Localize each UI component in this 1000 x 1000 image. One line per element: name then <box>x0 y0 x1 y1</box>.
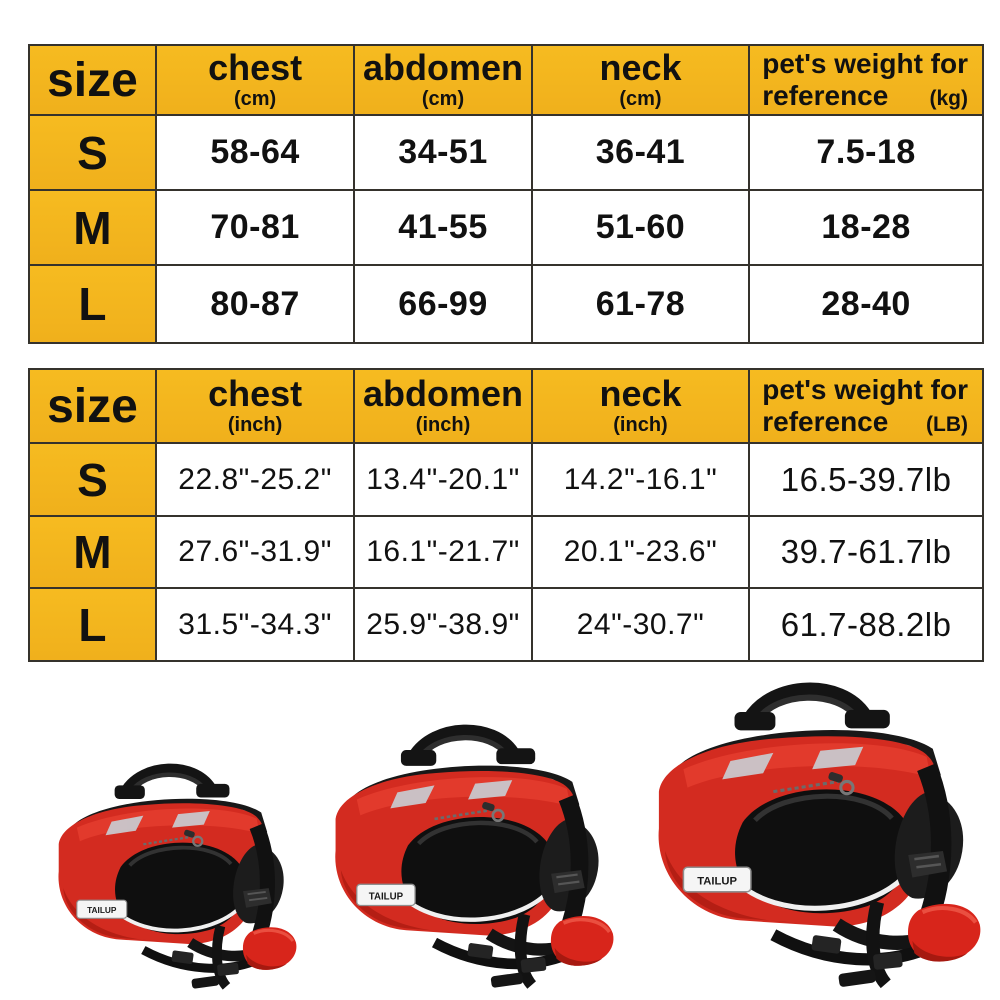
inch-m-weight: 39.7-61.7lb <box>748 515 984 589</box>
cm-l-chest: 80-87 <box>154 264 356 344</box>
column-header-size-cm: size <box>28 44 157 116</box>
product-photos-row <box>30 667 988 994</box>
column-header-weight-lb: pet's weight for reference (LB) <box>748 368 984 444</box>
chest-unit: (cm) <box>233 88 277 110</box>
size-table-inch: size chest (inch) abdomen (inch) neck (i… <box>28 368 984 662</box>
cm-s-weight: 7.5-18 <box>748 114 984 191</box>
inch-l-weight: 61.7-88.2lb <box>748 587 984 662</box>
weight-header: pet's weight for reference (LB) <box>750 374 982 438</box>
cm-m-neck: 51-60 <box>530 189 751 266</box>
table-row-cm-m: M 70-81 41-55 51-60 18-28 <box>28 189 984 266</box>
size-cell-m: M <box>28 189 157 266</box>
neck-label: neck <box>599 373 682 414</box>
column-header-chest-cm: chest (cm) <box>154 44 356 116</box>
product-photo-backpack-s <box>30 752 302 994</box>
table-row-inch-m: M 27.6"-31.9" 16.1"-21.7" 20.1"-23.6" 39… <box>28 515 984 589</box>
weight-line1: pet's weight for <box>762 47 969 79</box>
column-header-neck-inch: neck (inch) <box>530 368 751 444</box>
cm-m-abdomen: 41-55 <box>353 189 533 266</box>
inch-m-abdomen: 16.1"-21.7" <box>353 515 533 589</box>
size-cell-l: L <box>28 587 157 662</box>
cm-s-chest: 58-64 <box>154 114 356 191</box>
inch-m-chest: 27.6"-31.9" <box>154 515 356 589</box>
inch-m-neck: 20.1"-23.6" <box>530 515 751 589</box>
abdomen-label: abdomen <box>363 373 524 414</box>
size-cell-l: L <box>28 264 157 344</box>
column-header-abdomen-inch: abdomen (inch) <box>353 368 533 444</box>
cm-l-abdomen: 66-99 <box>353 264 533 344</box>
size-cell-m: M <box>28 515 157 589</box>
inch-s-neck: 14.2"-16.1" <box>530 442 751 517</box>
table-row-inch-s: S 22.8"-25.2" 13.4"-20.1" 14.2"-16.1" 16… <box>28 442 984 517</box>
abdomen-unit: (inch) <box>415 414 471 436</box>
neck-unit: (cm) <box>619 88 662 110</box>
cm-m-chest: 70-81 <box>154 189 356 266</box>
cm-m-weight: 18-28 <box>748 189 984 266</box>
column-header-chest-inch: chest (inch) <box>154 368 356 444</box>
weight-unit: (kg) <box>929 87 969 110</box>
chest-unit: (inch) <box>227 414 283 436</box>
chest-label: chest <box>208 373 303 414</box>
cm-s-neck: 36-41 <box>530 114 751 191</box>
column-header-weight-kg: pet's weight for reference (kg) <box>748 44 984 116</box>
chest-label: chest <box>208 47 303 88</box>
weight-header: pet's weight for reference (kg) <box>750 48 982 112</box>
weight-line1: pet's weight for <box>762 373 969 405</box>
table-row-inch-l: L 31.5"-34.3" 25.9"-38.9" 24"-30.7" 61.7… <box>28 587 984 662</box>
table-row-cm-s: S 58-64 34-51 36-41 7.5-18 <box>28 114 984 191</box>
table-row-cm-l: L 80-87 66-99 61-78 28-40 <box>28 264 984 344</box>
weight-line2: reference <box>762 406 889 437</box>
size-table-cm: size chest (cm) abdomen (cm) neck (cm) p… <box>28 44 984 344</box>
abdomen-unit: (cm) <box>421 88 465 110</box>
weight-unit: (LB) <box>926 413 968 436</box>
column-header-neck-cm: neck (cm) <box>530 44 751 116</box>
column-header-size-inch: size <box>28 368 157 444</box>
inch-s-weight: 16.5-39.7lb <box>748 442 984 517</box>
product-photo-backpack-m <box>302 711 620 994</box>
size-cell-s: S <box>28 114 157 191</box>
abdomen-label: abdomen <box>363 47 524 88</box>
size-table-inch-table: size chest (inch) abdomen (inch) neck (i… <box>28 368 984 662</box>
cm-l-weight: 28-40 <box>748 264 984 344</box>
column-header-abdomen-cm: abdomen (cm) <box>353 44 533 116</box>
inch-s-chest: 22.8"-25.2" <box>154 442 356 517</box>
cm-l-neck: 61-78 <box>530 264 751 344</box>
product-photo-backpack-l <box>620 667 988 994</box>
inch-l-abdomen: 25.9"-38.9" <box>353 587 533 662</box>
size-table-cm-table: size chest (cm) abdomen (cm) neck (cm) p… <box>28 44 984 344</box>
size-cell-s: S <box>28 442 157 517</box>
inch-l-neck: 24"-30.7" <box>530 587 751 662</box>
inch-s-abdomen: 13.4"-20.1" <box>353 442 533 517</box>
neck-label: neck <box>599 47 682 88</box>
weight-line2: reference <box>762 80 889 111</box>
cm-s-abdomen: 34-51 <box>353 114 533 191</box>
inch-l-chest: 31.5"-34.3" <box>154 587 356 662</box>
neck-unit: (inch) <box>613 414 668 436</box>
